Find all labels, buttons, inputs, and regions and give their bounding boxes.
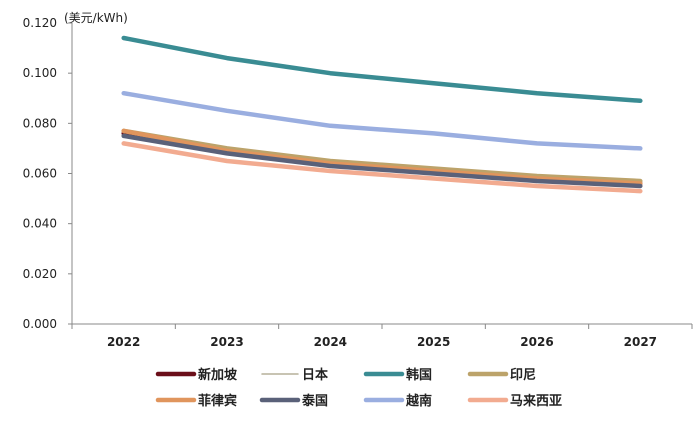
legend-label: 新加坡 [198,367,238,383]
y-tick-label: 0.120 [23,16,57,30]
y-tick-label: 0.060 [23,167,57,181]
series-line-6 [121,90,643,151]
x-axis: 2022 2023 2024 2025 2026 2027 [107,335,657,349]
series-line-5 [121,133,643,189]
y-tick-label: 0.100 [23,66,57,80]
y-tick-label: 0.040 [23,217,57,231]
series-line-4 [121,128,643,186]
axes [68,22,693,329]
y-axis-unit-label: (美元/kWh) [64,11,128,25]
legend-label: 韩国 [406,367,432,383]
legend-label: 越南 [405,393,432,409]
legend-label: 马来西亚 [510,393,562,409]
series-line-2 [121,35,643,104]
legend-label: 日本 [302,367,328,383]
series-lines [121,35,643,194]
x-tick-label: 2025 [417,335,450,349]
y-tick-label: 0.080 [23,116,57,130]
x-tick-label: 2022 [107,335,140,349]
y-axis: 0.000 0.020 0.040 0.060 0.080 0.100 0.120 [23,16,57,331]
y-tick-label: 0.020 [23,267,57,281]
y-tick-label: 0.000 [23,317,57,331]
x-tick-label: 2023 [210,335,243,349]
legend-label: 泰国 [301,393,328,409]
x-tick-label: 2026 [520,335,553,349]
legend-label: 印尼 [510,368,536,383]
x-tick-label: 2027 [624,335,657,349]
legend-label: 菲律宾 [198,393,237,409]
series-line-7 [121,141,643,194]
x-tick-label: 2024 [314,335,347,349]
